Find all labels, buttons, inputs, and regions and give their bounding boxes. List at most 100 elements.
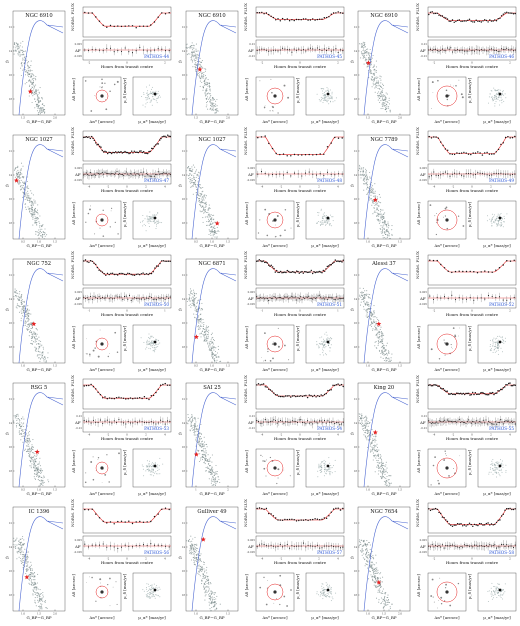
cmd-point (190, 306, 192, 308)
flux-point (141, 151, 143, 154)
cmd-point (211, 214, 213, 217)
pm-point (323, 98, 325, 100)
cmd-point (208, 233, 210, 236)
cmd-point (40, 111, 43, 113)
cmd-point (190, 297, 192, 299)
cmd-point (15, 416, 17, 418)
target-panel: NGC 6910 G G_BP−G_RP 12 14 16 18 1.5 2.0 NORM. FL… (348, 3, 519, 125)
cmd-point (389, 237, 391, 240)
residual-point (480, 49, 482, 51)
cmd-point (191, 171, 193, 173)
cmd-point (213, 103, 215, 105)
residual-point (319, 48, 321, 51)
cmd-point (37, 231, 39, 233)
cmd-point (37, 354, 39, 356)
cmd-point (22, 435, 24, 437)
cmd-point (197, 175, 199, 177)
flux-point (302, 272, 304, 274)
cmd-point (24, 203, 26, 205)
cmd-point (42, 235, 44, 237)
cmd-point (41, 232, 43, 234)
pm-point (153, 349, 155, 351)
pm-point (146, 221, 148, 223)
flux-point (115, 397, 118, 399)
cmd-point (198, 322, 200, 324)
cmd-point (363, 42, 365, 44)
pm-point (157, 219, 159, 221)
cmd-point (378, 350, 381, 352)
cmd-point (33, 331, 35, 333)
flux-y-label: NORM. FLUX (70, 3, 75, 31)
flux-point (428, 135, 430, 138)
cmd-point (43, 238, 45, 240)
cmd-point (187, 166, 190, 168)
flux-point (435, 136, 437, 138)
pm-point (495, 347, 497, 349)
cmd-point (214, 112, 216, 114)
target-source (273, 218, 277, 222)
cmd-point (35, 350, 37, 353)
cmd-point (26, 71, 28, 73)
flux-point (473, 271, 475, 273)
cmd-point (212, 109, 214, 111)
flux-point (91, 135, 93, 138)
hour-tick-label: -2 (433, 308, 436, 312)
cmd-point (366, 174, 368, 176)
cmd-point (206, 98, 208, 100)
flux-point (506, 11, 508, 13)
cmd-point (207, 327, 209, 329)
cmd-point (385, 92, 387, 94)
flux-point (296, 270, 298, 272)
residual-point (166, 296, 168, 298)
cmd-x-tick-label: 0.5 (21, 488, 25, 492)
flux-point (309, 19, 312, 21)
flux-point (155, 265, 158, 267)
cmd-point (24, 322, 26, 324)
residual-point (451, 173, 453, 175)
cmd-point (385, 238, 387, 240)
cmd-point (372, 79, 374, 81)
neighbor-star (277, 345, 280, 348)
cmd-point (360, 177, 362, 179)
pm-point (148, 222, 150, 224)
residual-point (453, 49, 455, 51)
cmd-point (383, 347, 385, 349)
cmd-point (209, 348, 211, 350)
cmd-point (47, 479, 49, 481)
flux-point (140, 150, 142, 152)
cmd-point (18, 175, 20, 177)
pm-point (328, 103, 330, 105)
flux-point (491, 271, 493, 273)
residual-point (440, 49, 442, 52)
cmd-y-label: G (351, 307, 354, 312)
cmd-point (211, 341, 213, 343)
cmd-point (372, 322, 374, 324)
residual-point (147, 174, 149, 176)
cmd-point (38, 356, 40, 359)
cmd-point (33, 88, 35, 90)
cmd-point (40, 354, 42, 356)
residual-point (495, 49, 498, 52)
cmd-point (381, 103, 383, 105)
cmd-point (213, 339, 215, 342)
cmd-point (207, 334, 209, 336)
pm-point (325, 216, 327, 218)
pm-point (146, 339, 148, 341)
cmd-point (20, 185, 22, 187)
cmd-point (197, 193, 199, 195)
cmd-point (32, 80, 34, 82)
cmd-point (26, 442, 28, 444)
residual-point (102, 422, 104, 425)
cmd-point (198, 198, 200, 200)
flux-point (115, 151, 117, 153)
cmd-point (372, 316, 374, 318)
flux-point (136, 397, 139, 399)
residual-point (104, 171, 106, 173)
cmd-point (196, 53, 198, 55)
cmd-point (382, 357, 384, 359)
cmd-point (367, 190, 370, 192)
neighbor-star (85, 353, 87, 354)
hour-tick-label: 0 (471, 60, 473, 64)
cmd-point (37, 469, 39, 471)
